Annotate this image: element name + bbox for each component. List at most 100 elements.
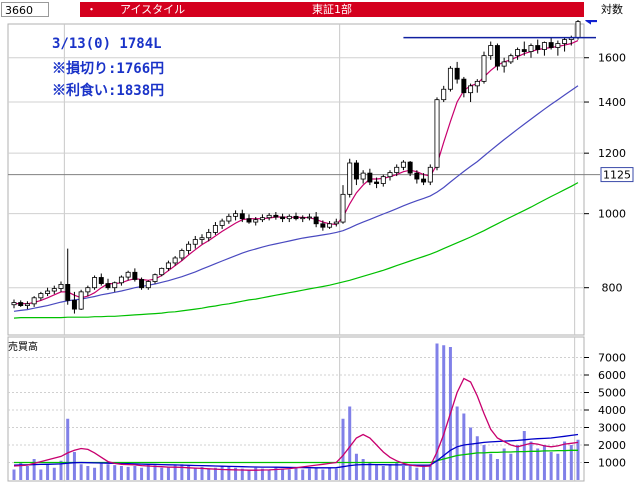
- candle-body: [132, 271, 138, 280]
- volume-bar: [422, 466, 426, 480]
- candle-body: [474, 80, 480, 87]
- volume-bar: [428, 464, 432, 480]
- volume-bar: [301, 469, 305, 480]
- candle-body: [468, 85, 474, 94]
- volume-bar: [240, 468, 244, 480]
- volume-bar: [307, 468, 311, 480]
- candle-body: [501, 61, 507, 67]
- candle-body: [233, 213, 239, 217]
- volume-bar: [475, 436, 479, 480]
- candle-body: [313, 216, 319, 225]
- price-panel-frame: [7, 23, 585, 336]
- candle-body: [548, 42, 554, 48]
- volume-bar: [388, 464, 392, 480]
- volume-bar: [86, 466, 90, 480]
- volume-bar: [415, 467, 419, 480]
- candle-body: [535, 45, 541, 50]
- candle-body: [18, 302, 24, 306]
- stock-code-field[interactable]: 3660: [1, 2, 49, 17]
- volume-bar: [556, 453, 560, 480]
- candle-body: [461, 78, 467, 94]
- volume-ma-long-line: [14, 449, 578, 464]
- volume-bar: [46, 464, 50, 480]
- volume-bar: [119, 466, 123, 480]
- volume-bar: [12, 469, 16, 480]
- stock-chart: 800 1000 1200 1400 1600 1125 1000 2000 3000 4000…: [7, 20, 634, 482]
- volume-bar: [213, 467, 217, 480]
- candlesticks: [11, 20, 581, 314]
- stock-info-bar: ・ アイスタイル 東証1部: [80, 2, 584, 17]
- volume-bar: [495, 459, 499, 480]
- volume-bar: [39, 469, 43, 480]
- volume-bar: [287, 469, 291, 480]
- volume-bar: [482, 445, 486, 480]
- volume-bar: [113, 465, 117, 480]
- volume-panel-frame: [7, 336, 585, 482]
- candle-body: [186, 243, 192, 251]
- candle-body: [219, 220, 225, 226]
- candle-body: [159, 267, 165, 276]
- candle-body: [45, 290, 51, 294]
- volume-bar: [93, 467, 97, 480]
- candle-body: [11, 302, 17, 306]
- volume-bar: [569, 445, 573, 480]
- candle-body: [515, 49, 521, 57]
- candle-body: [367, 172, 373, 183]
- chart-header: 3660 ・ アイスタイル 東証1部 対数: [0, 0, 637, 20]
- volume-bar: [133, 466, 137, 480]
- candle-body: [226, 215, 232, 222]
- volume-bar: [375, 464, 379, 480]
- candle-body: [246, 218, 252, 223]
- candle-body: [575, 21, 581, 39]
- volume-bar: [200, 466, 204, 480]
- volume-bar: [99, 462, 103, 480]
- volume-bar: [542, 445, 546, 480]
- volume-bar: [341, 418, 345, 480]
- candle-body: [139, 279, 145, 289]
- volume-tick-label: 6000: [598, 369, 626, 382]
- volume-panel-title: 売買高: [8, 342, 38, 353]
- volume-bar: [59, 460, 63, 480]
- candle-body: [206, 232, 212, 239]
- volume-tick-label: 7000: [598, 352, 626, 365]
- volume-tick-label: 1000: [598, 457, 626, 470]
- volume-bar: [126, 466, 130, 480]
- volume-bar: [489, 453, 493, 480]
- candle-body: [434, 99, 440, 168]
- volume-bar: [522, 431, 526, 480]
- scale-mode-label[interactable]: 対数: [601, 3, 623, 16]
- volume-bar: [529, 441, 533, 480]
- candle-body: [92, 277, 98, 289]
- candle-body: [165, 262, 171, 269]
- volume-tick-label: 4000: [598, 404, 626, 417]
- current-price-label: 1125: [603, 169, 631, 182]
- volume-bar: [153, 465, 157, 480]
- volume-bar: [536, 448, 540, 480]
- candle-body: [521, 49, 527, 52]
- candle-body: [199, 237, 205, 240]
- volume-bar: [180, 464, 184, 480]
- volume-bar: [361, 459, 365, 480]
- price-tick-label: 1400: [598, 96, 626, 109]
- candle-body: [340, 193, 346, 223]
- volume-bar: [381, 466, 385, 480]
- volume-bar: [462, 413, 466, 480]
- candle-body: [38, 293, 44, 299]
- volume-bar: [314, 467, 318, 480]
- volume-tick-label: 3000: [598, 422, 626, 435]
- volume-bar: [79, 464, 83, 480]
- volume-bar: [207, 468, 211, 480]
- current-price-box: [600, 167, 634, 183]
- volume-bar: [294, 467, 298, 480]
- candle-body: [105, 283, 111, 289]
- volume-bar: [563, 441, 567, 480]
- volume-bar: [160, 467, 164, 480]
- volume-bar: [502, 448, 506, 480]
- volume-bar: [66, 418, 70, 480]
- volume-bar: [187, 466, 191, 480]
- stock-name: アイスタイル: [120, 3, 186, 16]
- volume-bar: [227, 466, 231, 480]
- volume-bar: [193, 467, 197, 480]
- volume-bar: [401, 466, 405, 480]
- volume-bar: [274, 467, 278, 480]
